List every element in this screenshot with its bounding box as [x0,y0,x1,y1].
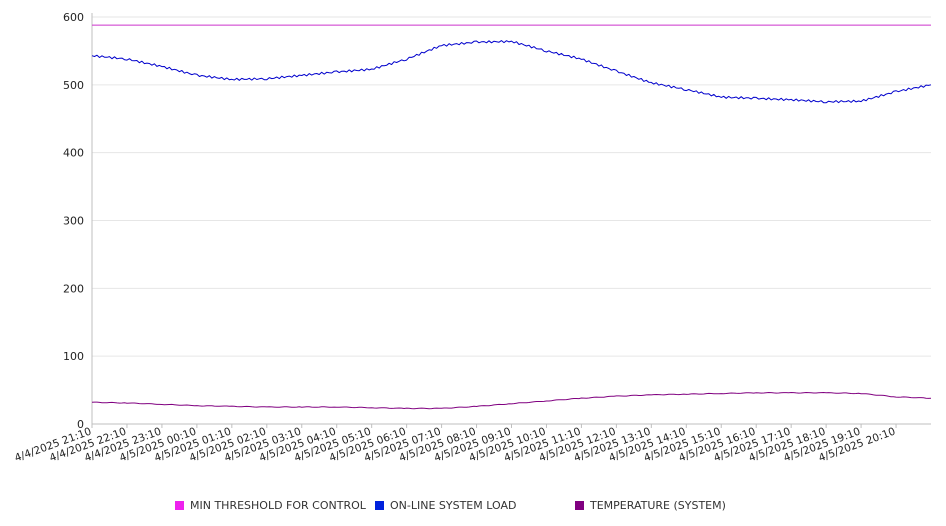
series-line-on-line-system-load [91,40,932,104]
y-tick-label: 500 [63,79,84,92]
y-tick-label: 600 [63,11,84,24]
y-tick-label: 200 [63,282,84,295]
legend-swatch-temperature [575,501,584,510]
x-tick-labels: 4/4/2025 21:104/4/2025 22:104/4/2025 23:… [13,426,897,465]
series-line-temperature-system [91,392,932,410]
y-tick-labels: 0 100 200 300 400 500 600 [63,11,84,431]
legend-item-system-load[interactable]: ON-LINE SYSTEM LOAD [375,499,516,512]
legend-swatch-system-load [375,501,384,510]
legend: MIN THRESHOLD FOR CONTROL ON-LINE SYSTEM… [0,499,946,513]
chart: 0 100 200 300 400 500 600 4/4/2025 21:104/4/20… [13,11,932,465]
gridlines [92,16,931,357]
legend-label-min-threshold: MIN THRESHOLD FOR CONTROL [190,499,366,512]
axes [91,13,931,428]
legend-label-temperature: TEMPERATURE (SYSTEM) [590,499,726,512]
y-tick-label: 0 [77,418,84,431]
y-tick-label: 400 [63,147,84,160]
y-tick-label: 100 [63,350,84,363]
legend-label-system-load: ON-LINE SYSTEM LOAD [390,499,517,512]
legend-item-min-threshold[interactable]: MIN THRESHOLD FOR CONTROL [175,499,366,512]
series-lines [91,24,932,410]
y-tick-label: 300 [63,215,84,228]
legend-swatch-min-threshold [175,501,184,510]
legend-item-temperature[interactable]: TEMPERATURE (SYSTEM) [575,499,726,512]
